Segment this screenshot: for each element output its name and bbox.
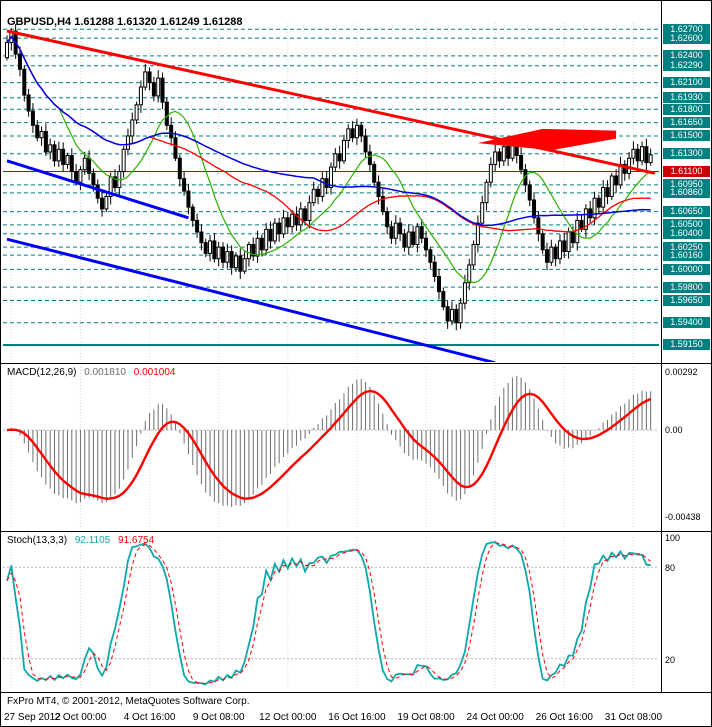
- price-scale-label: 1.60250: [663, 241, 710, 253]
- stoch-scale-label: 20: [665, 654, 676, 665]
- time-axis-label: 4 Oct 16:00: [123, 712, 176, 723]
- price-scale-label: 1.62600: [663, 32, 710, 44]
- blue-trendline-upper[interactable]: [6, 159, 189, 220]
- panel-separators: [1, 1, 711, 693]
- time-axis[interactable]: 27 Sep 2012 2 Oct 00:00 4 Oct 16:00 9 Oct 0…: [1, 709, 711, 726]
- time-axis-label: 31 Oct 08:00: [604, 712, 663, 723]
- price-scale-label: 1.60400: [663, 228, 710, 240]
- price-scale-label: 1.60000: [663, 263, 710, 275]
- price-scale[interactable]: 1.62700 1.62600 1.62400 1.62290 1.62100 1.619…: [662, 1, 711, 693]
- drawn-objects-layer[interactable]: [6, 29, 656, 363]
- red-descending-trendline[interactable]: [6, 29, 656, 175]
- price-scale-label: 1.61100: [663, 166, 710, 178]
- price-scale-label: 1.61500: [663, 130, 710, 142]
- time-axis-label: 19 Oct 08:00: [397, 712, 455, 723]
- price-scale-label: 1.60500: [663, 219, 710, 231]
- macd-signal-value: 0.001004: [133, 367, 176, 378]
- price-scale-label: 1.59400: [663, 317, 710, 329]
- time-axis-label: 26 Oct 16:00: [535, 712, 593, 723]
- gridlines-layer: [10, 23, 634, 689]
- macd-name: MACD(12,26,9): [7, 367, 77, 378]
- stoch-d-line: [6, 542, 651, 684]
- stoch-scale-label: 100: [665, 533, 681, 543]
- macd-scale-label: 0.00292: [665, 366, 698, 377]
- macd-signal-line: [6, 389, 652, 500]
- copyright-text: FxPro MT4, © 2001-2012, MetaQuotes Softw…: [7, 696, 250, 707]
- macd-scale-label: -0.00438: [665, 512, 701, 523]
- stoch-d-value: 91.6754: [118, 535, 155, 546]
- stoch-k-value: 92.1105: [74, 535, 111, 546]
- time-axis-label: 2 Oct 00:00: [54, 712, 107, 723]
- candlesticks-layer: [5, 24, 653, 331]
- price-scale-label: 1.61650: [663, 117, 710, 129]
- stoch-scale-label: 80: [665, 563, 676, 574]
- macd-indicator-label: MACD(12,26,9) 0.001810 0.001004: [7, 367, 180, 378]
- price-scale-label: 1.60950: [663, 179, 710, 191]
- moving-averages-layer: [6, 35, 652, 284]
- price-scale-label: 1.62100: [663, 77, 710, 89]
- price-scale-label: 1.60160: [663, 249, 710, 261]
- red-pennant-shape[interactable]: [477, 128, 617, 151]
- price-scale-label: 1.59800: [663, 281, 710, 293]
- price-scale-label: 1.59650: [663, 295, 710, 307]
- price-scale-label: 1.60650: [663, 206, 710, 218]
- stoch-k-line: [6, 541, 651, 686]
- macd-layer: [3, 375, 659, 507]
- price-scale-label: 1.60860: [663, 187, 710, 199]
- price-scale-label: 1.61800: [663, 103, 710, 115]
- macd-main-value: 0.001810: [84, 367, 126, 378]
- ma-fast-green: [6, 35, 652, 284]
- ma-slow-blue: [6, 35, 651, 227]
- stoch-indicator-label: Stoch(13,3,3) 92.1105 91.6754: [7, 535, 159, 546]
- time-axis-label: 24 Oct 00:00: [466, 712, 524, 723]
- price-scale-label: 1.62700: [663, 23, 710, 35]
- blue-trendline-lower[interactable]: [6, 237, 496, 363]
- price-scale-label: 1.62290: [663, 60, 710, 72]
- price-scale-label: 1.62400: [663, 50, 710, 62]
- chart-symbol-title: GBPUSD,H4 1.61288 1.61320 1.61249 1.6128…: [7, 16, 243, 28]
- price-scale-label: 1.61930: [663, 92, 710, 104]
- macd-scale-label: 0.00: [665, 425, 683, 436]
- price-scale-label: 1.59150: [663, 339, 710, 351]
- stochastic-layer: [3, 541, 659, 686]
- time-axis-label: 16 Oct 16:00: [328, 712, 386, 723]
- stoch-name: Stoch(13,3,3): [7, 535, 68, 546]
- time-axis-label: 12 Oct 00:00: [259, 712, 317, 723]
- time-axis-label: 27 Sep 2012: [4, 712, 61, 723]
- time-axis-label: 9 Oct 08:00: [192, 712, 245, 723]
- price-scale-label: 1.61300: [663, 148, 710, 160]
